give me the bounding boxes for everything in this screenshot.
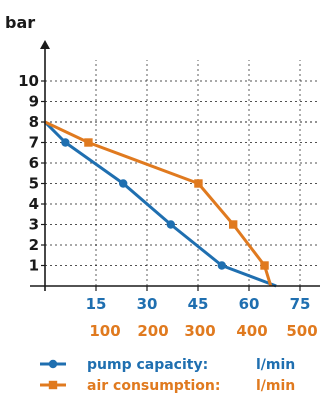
y-tick-label: 3: [29, 216, 39, 234]
legend-unit: l/min: [256, 357, 295, 373]
x-tick-label-air: 500: [286, 322, 317, 340]
legend-unit: l/min: [256, 378, 295, 394]
x-tick-label-pump: 30: [137, 295, 158, 313]
x-tick-label-pump: 45: [188, 295, 209, 313]
data-point-pump: [61, 138, 70, 147]
legend-marker-circle: [48, 359, 58, 369]
x-tick-label-pump: 60: [239, 295, 260, 313]
legend: pump capacity: l/min air consumption: l/min: [40, 357, 295, 394]
legend-marker-square: [48, 380, 58, 390]
data-point-air: [228, 220, 238, 229]
x-tick-labels: 15 30 45 60 75 100 200 300 400 500: [86, 295, 318, 340]
y-axis-arrow: [40, 40, 50, 49]
y-tick-labels: 1 2 3 4 5 6 7 8 9 10: [18, 72, 39, 275]
data-point-air: [194, 179, 203, 188]
y-tick-label: 10: [18, 72, 39, 90]
y-tick-label: 8: [29, 113, 39, 131]
legend-label: air consumption:: [87, 378, 221, 394]
data-point-pump: [119, 179, 128, 188]
x-tick-label-pump: 15: [86, 295, 107, 313]
grid-lines: [45, 60, 318, 286]
data-point-pump: [166, 220, 175, 229]
y-tick-label: 7: [29, 134, 39, 152]
x-tick-label-air: 400: [236, 322, 267, 340]
data-point-pump: [217, 261, 226, 270]
y-tick-label: 6: [29, 154, 39, 172]
series-layer: [43, 120, 277, 288]
x-tick-label-air: 200: [137, 322, 168, 340]
data-point-air: [260, 261, 269, 270]
y-tick-label: 4: [29, 195, 39, 213]
y-axis-label: bar: [5, 13, 35, 32]
x-tick-label-pump: 75: [290, 295, 311, 313]
y-tick-label: 5: [29, 175, 39, 193]
y-tick-label: 1: [29, 257, 39, 275]
axes: [30, 40, 320, 291]
x-tick-label-air: 300: [184, 322, 215, 340]
legend-label: pump capacity:: [87, 357, 208, 373]
x-tick-label-air: 100: [89, 322, 120, 340]
y-tick-label: 9: [29, 93, 39, 111]
series-line-pump: [43, 120, 277, 288]
data-point-air: [84, 138, 93, 147]
y-tick-label: 2: [29, 236, 39, 254]
